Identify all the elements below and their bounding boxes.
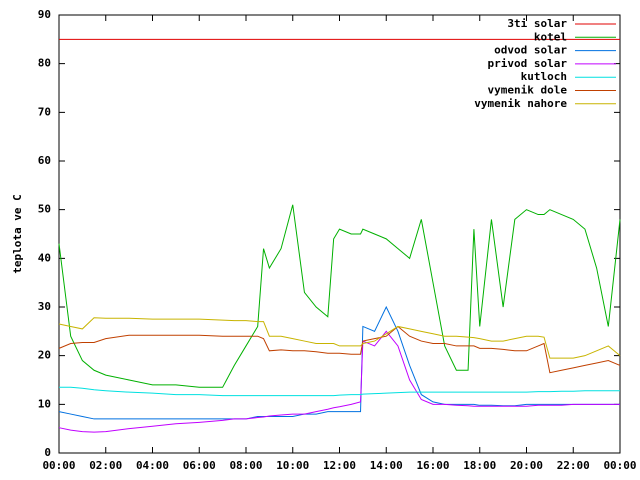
legend-label: odvod solar — [494, 44, 567, 57]
x-tick-label: 16:00 — [416, 459, 449, 472]
x-tick-label: 00:00 — [42, 459, 75, 472]
y-tick-label: 50 — [38, 203, 51, 216]
y-tick-label: 90 — [38, 8, 51, 21]
x-tick-label: 10:00 — [276, 459, 309, 472]
x-tick-label: 08:00 — [229, 459, 262, 472]
y-tick-label: 30 — [38, 300, 51, 313]
series-line — [58, 204, 621, 388]
x-tick-label: 04:00 — [136, 459, 169, 472]
y-tick-label: 70 — [38, 105, 51, 118]
y-tick-label: 60 — [38, 154, 51, 167]
series-line — [58, 305, 620, 420]
y-tick-label: 10 — [38, 397, 51, 410]
x-tick-label: 22:00 — [557, 459, 590, 472]
series-line — [58, 325, 621, 374]
series-line — [59, 386, 620, 397]
legend-label: 3ti solar — [507, 17, 567, 30]
y-axis-label: teplota ve C — [11, 194, 24, 273]
legend-label: privod solar — [488, 57, 568, 70]
legend-label: kutloch — [521, 70, 567, 83]
y-tick-label: 40 — [38, 251, 51, 264]
x-tick-label: 18:00 — [463, 459, 496, 472]
x-tick-label: 00:00 — [603, 459, 636, 472]
x-tick-label: 06:00 — [183, 459, 216, 472]
x-tick-label: 14:00 — [370, 459, 403, 472]
y-tick-label: 20 — [38, 349, 51, 362]
y-tick-label: 0 — [44, 446, 51, 459]
x-tick-label: 12:00 — [323, 459, 356, 472]
legend-label: kotel — [534, 30, 567, 43]
x-tick-label: 02:00 — [89, 459, 122, 472]
x-tick-label: 20:00 — [510, 459, 543, 472]
series-line — [58, 317, 621, 359]
y-tick-label: 80 — [38, 57, 51, 70]
legend-label: vymenik nahore — [474, 97, 567, 110]
legend-label: vymenik dole — [488, 84, 568, 97]
